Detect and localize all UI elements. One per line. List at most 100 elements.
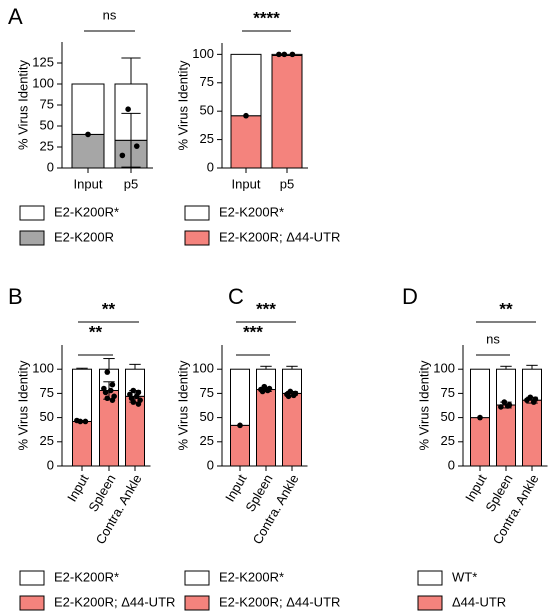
bar-segment [71, 133, 105, 169]
panel-label: B [8, 284, 23, 309]
legend-label: E2-K200R* [54, 204, 119, 219]
x-tick-label: p5 [124, 176, 138, 191]
y-tick-label: 125 [32, 54, 54, 69]
legend-swatch [184, 570, 210, 586]
data-point [82, 418, 89, 425]
bar-segment [470, 368, 490, 419]
x-tick-label: p5 [280, 176, 294, 191]
y-tick-label: 75 [200, 74, 214, 89]
significance-label: *** [256, 299, 276, 318]
bar-segment [522, 399, 542, 467]
y-tick-label: 75 [40, 385, 54, 400]
y-tick-label: 50 [40, 117, 54, 132]
y-axis-label: % Virus Identity [175, 360, 190, 451]
legend-swatch [184, 230, 210, 246]
significance-label: *** [243, 322, 263, 341]
bar-segment [99, 389, 119, 467]
bar-segment [72, 368, 92, 422]
legend-swatch [19, 595, 45, 611]
y-tick-label: 50 [441, 409, 455, 424]
y-tick-label: 50 [200, 409, 214, 424]
data-point [102, 389, 109, 396]
data-point [498, 404, 504, 410]
legend-label: E2-K200R; Δ44-UTR [54, 594, 175, 609]
data-point [109, 381, 116, 388]
y-tick-label: 0 [448, 457, 455, 472]
bar-segment [230, 53, 262, 117]
bar-segment [71, 83, 105, 135]
data-point [107, 387, 114, 394]
significance-label: ns [103, 7, 117, 22]
data-point [289, 51, 296, 58]
y-tick-label: 25 [200, 131, 214, 146]
y-axis-label: % Virus Identity [416, 360, 431, 451]
data-point [264, 387, 271, 394]
panel-label: A [8, 4, 23, 29]
bar-segment [125, 395, 145, 467]
y-tick-label: 100 [32, 75, 54, 90]
legend-label: WT* [452, 569, 477, 584]
y-tick-label: 0 [207, 457, 214, 472]
data-point [237, 422, 243, 429]
legend-label: E2-K200R; Δ44-UTR [219, 229, 340, 244]
y-tick-label: 0 [47, 159, 54, 174]
data-point [104, 369, 111, 375]
y-axis-label: % Virus Identity [175, 60, 190, 151]
bar-segment [470, 417, 490, 467]
legend-swatch [184, 595, 210, 611]
legend-swatch [19, 570, 45, 586]
legend-swatch [19, 230, 45, 246]
bar-segment [256, 389, 276, 467]
y-tick-label: 25 [40, 138, 54, 153]
y-tick-label: 100 [32, 361, 54, 376]
y-tick-label: 75 [200, 385, 214, 400]
legend-swatch [19, 205, 45, 221]
legend-swatch [417, 595, 443, 611]
legend-label: E2-K200R; Δ44-UTR [219, 594, 340, 609]
legend-label: E2-K200R* [219, 569, 284, 584]
data-point [135, 401, 142, 407]
data-point [285, 393, 292, 400]
y-tick-label: 25 [441, 433, 455, 448]
data-point [119, 152, 126, 159]
y-tick-label: 50 [200, 103, 214, 118]
data-point [85, 131, 91, 138]
y-tick-label: 0 [207, 159, 214, 174]
bar-segment [282, 392, 302, 467]
y-tick-label: 25 [200, 433, 214, 448]
y-tick-label: 75 [40, 96, 54, 111]
data-point [133, 393, 140, 400]
legend-label: E2-K200R* [219, 204, 284, 219]
y-axis-label: % Virus Identity [15, 360, 30, 451]
legend-swatch [417, 570, 443, 586]
bar-segment [496, 368, 516, 406]
panel-label: C [228, 284, 244, 309]
data-point [130, 387, 137, 394]
y-tick-label: 100 [192, 46, 214, 61]
legend-swatch [184, 205, 210, 221]
legend-label: Δ44-UTR [452, 594, 506, 609]
significance-label: **** [253, 8, 280, 27]
bar-segment [496, 404, 516, 467]
significance-label: ** [102, 299, 116, 318]
data-point [501, 399, 508, 405]
data-point [109, 397, 116, 403]
data-point [243, 112, 249, 119]
bar-segment [271, 55, 303, 169]
bar-segment [72, 420, 92, 467]
significance-label: ns [486, 331, 500, 346]
data-point [524, 397, 530, 403]
data-point [74, 417, 80, 424]
data-point [276, 51, 282, 58]
legend-label: E2-K200R* [54, 569, 119, 584]
legend-label: E2-K200R [54, 229, 114, 244]
data-point [259, 388, 266, 395]
data-point [290, 392, 297, 399]
bar-segment [230, 368, 250, 426]
y-axis-label: % Virus Identity [15, 59, 30, 150]
x-tick-label: Input [232, 176, 261, 191]
significance-label: ** [499, 299, 513, 318]
data-point [477, 414, 483, 421]
y-tick-label: 25 [40, 433, 54, 448]
data-point [504, 403, 511, 409]
